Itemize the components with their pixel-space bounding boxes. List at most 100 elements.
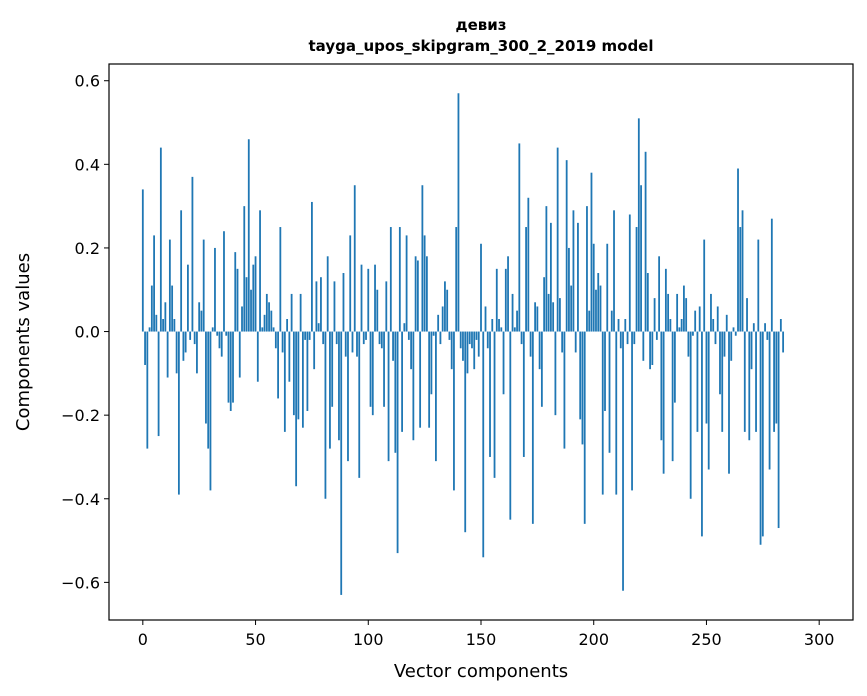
bar	[259, 210, 261, 332]
bar	[288, 331, 291, 382]
bar	[229, 331, 232, 411]
bar	[606, 243, 609, 332]
bar	[430, 331, 433, 395]
bar	[209, 331, 212, 491]
bar	[225, 331, 228, 336]
bar	[637, 118, 640, 332]
bar	[421, 185, 424, 332]
bar	[234, 252, 237, 332]
bar	[180, 210, 183, 332]
bar	[676, 293, 679, 332]
bar	[414, 256, 417, 332]
bar	[466, 331, 469, 374]
y-tick-label: 0.2	[75, 239, 100, 258]
bar	[545, 206, 548, 332]
bar	[455, 227, 458, 332]
bar	[223, 231, 225, 332]
bar	[703, 239, 706, 332]
x-tick-label: 250	[691, 630, 722, 649]
bar	[595, 289, 597, 332]
bar	[559, 298, 561, 332]
bar	[599, 285, 602, 332]
bar	[511, 293, 514, 332]
bar	[453, 331, 455, 491]
bar	[608, 331, 611, 453]
bar	[335, 331, 338, 345]
bar	[723, 331, 726, 357]
bar	[340, 331, 343, 595]
bar	[317, 323, 320, 332]
bar	[597, 273, 600, 332]
bar	[547, 293, 550, 332]
bar	[182, 331, 185, 361]
bar	[572, 210, 575, 332]
bar	[624, 319, 627, 332]
bar	[716, 306, 719, 332]
bar	[556, 147, 559, 332]
bar	[669, 319, 672, 332]
bar	[613, 210, 615, 332]
bar	[311, 201, 313, 332]
bar	[538, 331, 541, 370]
bar	[401, 331, 403, 432]
bar	[342, 273, 345, 332]
y-tick-label: −0.4	[61, 490, 100, 509]
bar	[712, 319, 715, 332]
bar	[554, 331, 557, 416]
plot-frame	[108, 63, 854, 621]
bar	[297, 331, 300, 420]
y-axis-label: Components values	[13, 253, 34, 431]
bar	[687, 331, 690, 357]
bar	[369, 331, 372, 407]
bar	[150, 285, 153, 332]
bar	[457, 93, 460, 332]
x-tick-label: 0	[138, 630, 148, 649]
bar	[540, 331, 543, 407]
bar	[153, 235, 155, 332]
bar	[563, 331, 566, 449]
bar	[216, 331, 219, 336]
bar	[750, 331, 753, 370]
bar	[725, 314, 728, 332]
bar	[157, 331, 160, 437]
bar	[329, 331, 331, 449]
bar	[543, 277, 546, 332]
y-tick-label: −0.6	[61, 573, 100, 592]
bar	[527, 197, 530, 332]
bar	[662, 331, 665, 474]
bar	[730, 331, 733, 361]
bar	[671, 331, 674, 462]
bar	[365, 331, 367, 340]
bar	[315, 281, 318, 332]
bar	[529, 331, 532, 357]
bar	[189, 331, 192, 340]
bar	[775, 331, 778, 424]
bar	[299, 293, 302, 332]
bar	[692, 331, 694, 336]
bar	[220, 331, 223, 357]
bar	[694, 310, 697, 332]
bar	[498, 319, 500, 332]
bar	[520, 331, 523, 345]
y-tick-label: 0.0	[75, 323, 100, 342]
bar	[218, 331, 221, 349]
bar	[398, 227, 401, 332]
bar	[728, 331, 730, 474]
bar	[349, 235, 352, 332]
bar	[166, 331, 169, 378]
bar	[236, 268, 239, 332]
bar	[326, 256, 329, 332]
bar	[604, 331, 606, 411]
bar	[583, 331, 586, 524]
bar	[642, 331, 645, 361]
bar	[464, 331, 467, 533]
bar	[277, 331, 279, 399]
bar	[536, 306, 539, 332]
bar	[631, 331, 633, 491]
bar	[489, 331, 491, 457]
bar	[245, 277, 248, 332]
bar	[748, 331, 751, 441]
bar	[241, 306, 243, 332]
bar	[168, 239, 171, 332]
bar	[664, 268, 667, 332]
